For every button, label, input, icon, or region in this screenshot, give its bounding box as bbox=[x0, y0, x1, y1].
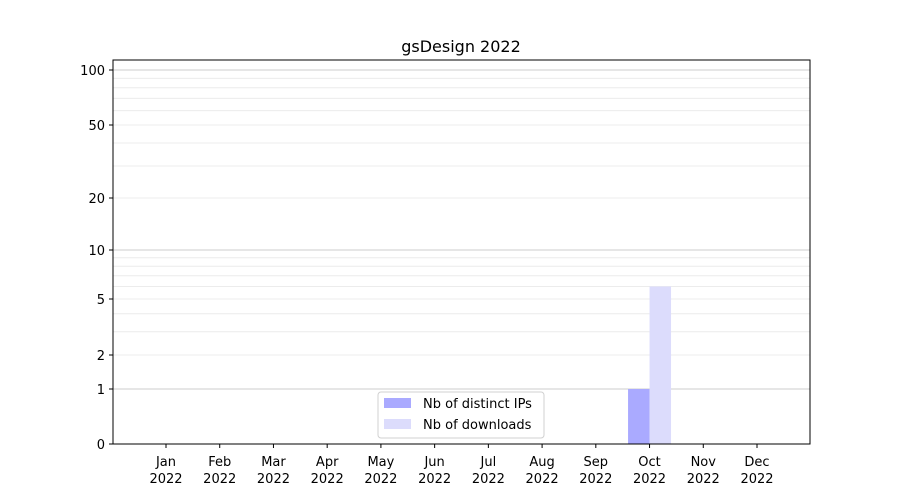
x-tick-label: Oct 2022 bbox=[633, 455, 666, 487]
y-tick-label: 5 bbox=[97, 293, 105, 308]
bar-downloads bbox=[649, 286, 672, 444]
x-tick-label: Jul 2022 bbox=[472, 455, 505, 487]
y-tick-label: 50 bbox=[88, 119, 105, 134]
x-tick-label: Nov 2022 bbox=[687, 455, 720, 487]
chart-title: gsDesign 2022 bbox=[401, 37, 521, 56]
x-tick-label: Feb 2022 bbox=[203, 455, 236, 487]
legend: Nb of distinct IPs Nb of downloads bbox=[377, 391, 545, 439]
plot-frame bbox=[112, 59, 811, 445]
legend-swatch bbox=[384, 419, 411, 429]
legend-swatch bbox=[384, 398, 411, 408]
x-tick-label: Dec 2022 bbox=[740, 455, 773, 487]
x-tick-label: Mar 2022 bbox=[257, 455, 290, 487]
legend-box bbox=[377, 391, 545, 439]
y-tick-label: 0 bbox=[97, 438, 105, 453]
x-tick-label: Jan 2022 bbox=[149, 455, 182, 487]
x-tick-label: May 2022 bbox=[364, 455, 397, 487]
legend-label: Nb of downloads bbox=[423, 418, 532, 433]
y-tick-label: 2 bbox=[97, 349, 105, 364]
x-tick-label: Apr 2022 bbox=[311, 455, 344, 487]
bar-distinct-ips bbox=[628, 389, 650, 444]
x-tick-label: Sep 2022 bbox=[579, 455, 612, 487]
x-tick-label: Aug 2022 bbox=[526, 455, 559, 487]
y-tick-label: 1 bbox=[97, 383, 105, 398]
legend-label: Nb of distinct IPs bbox=[423, 397, 532, 412]
y-tick-label: 100 bbox=[80, 64, 105, 79]
y-tick-label: 10 bbox=[88, 244, 105, 259]
y-tick-label: 20 bbox=[88, 192, 105, 207]
x-tick-label: Jun 2022 bbox=[418, 455, 451, 487]
